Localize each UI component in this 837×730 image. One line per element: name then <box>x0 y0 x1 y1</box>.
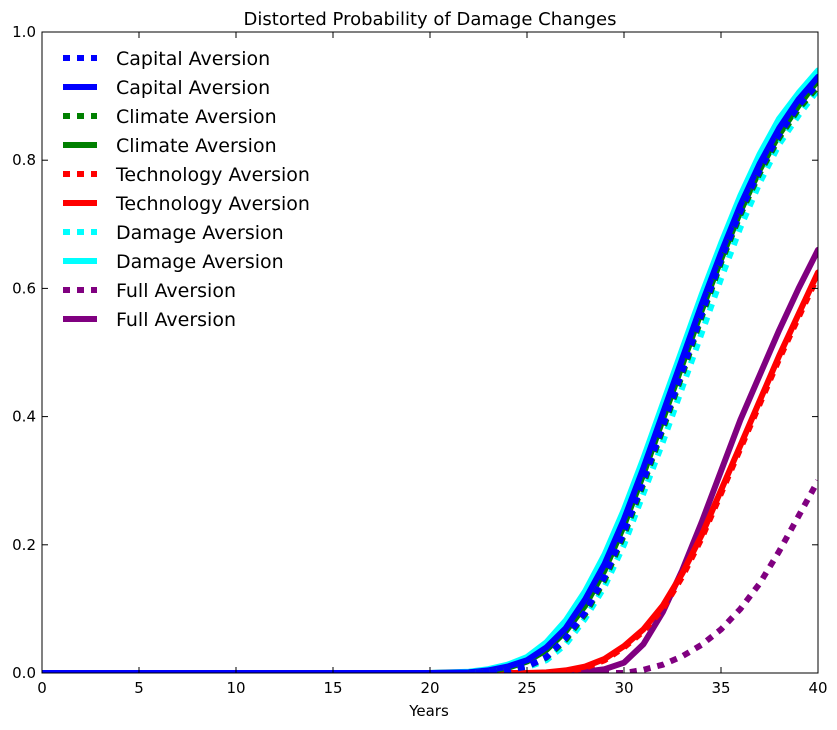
plot-area <box>42 67 818 673</box>
legend-label: Full Aversion <box>116 280 236 302</box>
legend-label: Climate Aversion <box>116 106 277 128</box>
legend: Capital Aversion Capital Aversion Climate … <box>63 48 310 331</box>
legend-label: Capital Aversion <box>116 48 270 70</box>
series-line-dotted-8 <box>42 479 818 673</box>
y-tick-label: 0.6 <box>12 279 36 297</box>
axes: 0 5 10 15 20 25 30 35 40 0.0 0.2 0.4 0.6 0.8 1.0 <box>12 23 827 697</box>
x-tick-label: 5 <box>134 679 144 697</box>
series-line-dotted-4 <box>42 274 818 673</box>
x-tick-label: 0 <box>37 679 47 697</box>
x-tick-label: 35 <box>711 679 730 697</box>
y-tick-label: 0.0 <box>12 664 36 682</box>
x-tick-label: 25 <box>517 679 536 697</box>
x-tick-label: 40 <box>808 679 827 697</box>
y-tick-label: 0.4 <box>12 408 36 426</box>
x-axis-label: Years <box>408 702 449 720</box>
x-tick-label: 20 <box>420 679 439 697</box>
x-tick-label: 30 <box>614 679 633 697</box>
y-tick-label: 1.0 <box>12 23 36 41</box>
legend-label: Technology Aversion <box>115 193 310 215</box>
legend-label: Technology Aversion <box>115 164 310 186</box>
chart-title: Distorted Probability of Damage Changes <box>244 9 617 30</box>
y-tick-label: 0.8 <box>12 151 36 169</box>
legend-label: Climate Aversion <box>116 135 277 157</box>
legend-label: Damage Aversion <box>116 222 284 244</box>
x-tick-label: 15 <box>323 679 342 697</box>
legend-label: Capital Aversion <box>116 77 270 99</box>
plot-frame <box>41 31 819 674</box>
y-tick-label: 0.2 <box>12 536 36 554</box>
x-tick-label: 10 <box>226 679 245 697</box>
legend-label: Damage Aversion <box>116 251 284 273</box>
series-line-solid-7 <box>42 67 818 673</box>
legend-label: Full Aversion <box>116 309 236 331</box>
